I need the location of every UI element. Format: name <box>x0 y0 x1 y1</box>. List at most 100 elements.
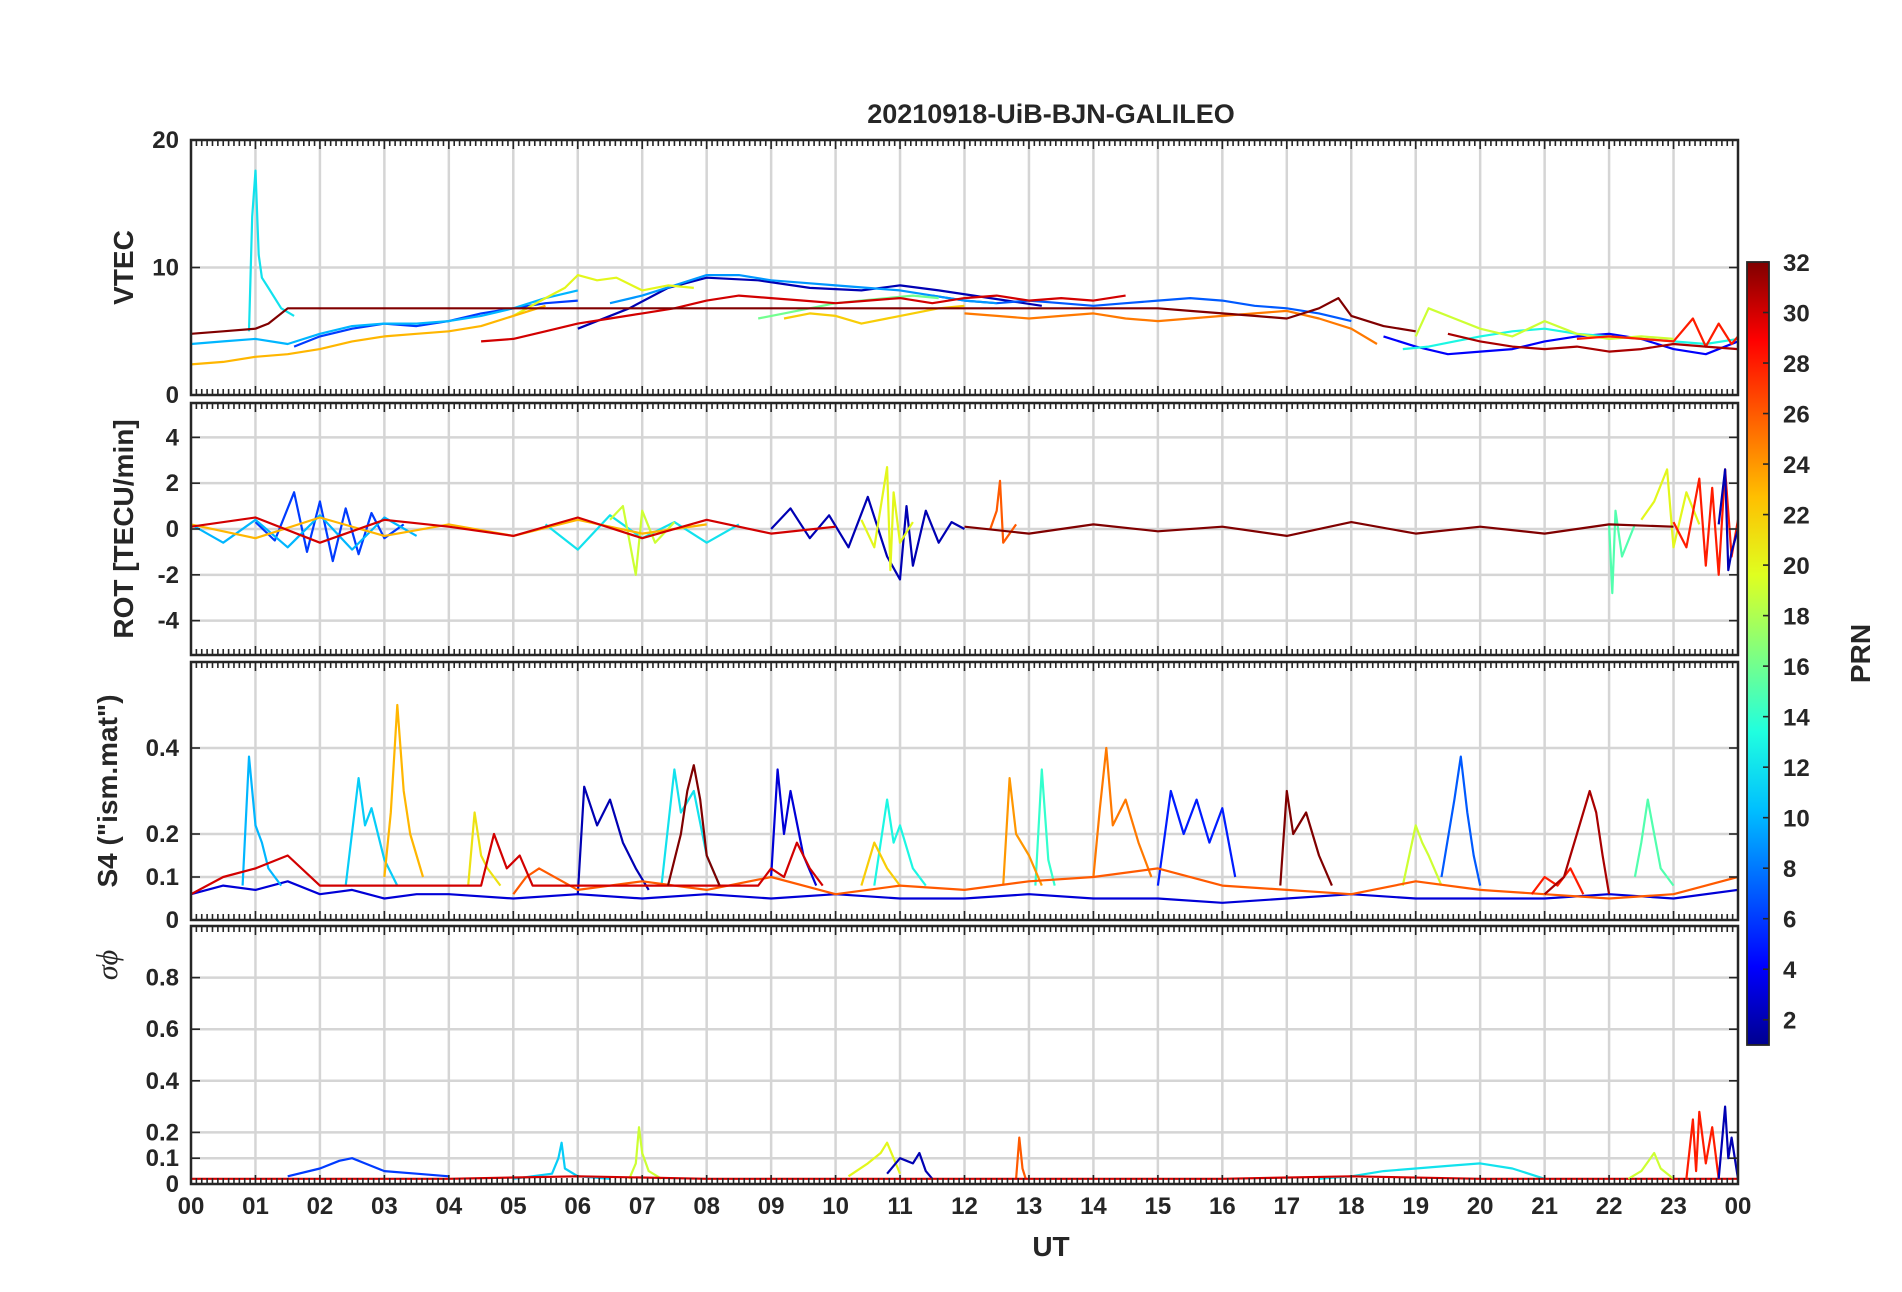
x-tick-label: 06 <box>564 1193 591 1220</box>
y-tick-label: 0.4 <box>146 735 180 762</box>
series-line-prn-23 <box>191 516 707 540</box>
x-tick-label: 15 <box>1145 1193 1172 1220</box>
x-tick-label: 19 <box>1402 1193 1429 1220</box>
y-tick-label: 4 <box>166 424 180 451</box>
series-line-prn-7 <box>932 294 1352 323</box>
panel-rot: -4 -2 0 2 4 ROT [TECU/min] <box>108 401 1740 657</box>
series-line-prn-28 <box>1530 867 1585 895</box>
colorbar-tick-label: 30 <box>1783 301 1810 328</box>
series-line-prn-32 <box>1279 789 1333 887</box>
panel-s4: 0 0.1 0.2 0.4 S4 ("ism.mat") <box>92 660 1740 934</box>
series-line-prn-12 <box>247 169 295 332</box>
series-line-prn-7 <box>1440 755 1482 886</box>
x-tick-label: 18 <box>1338 1193 1365 1220</box>
series-line-prn-32 <box>964 520 1674 538</box>
colorbar-tick-label: 20 <box>1783 553 1810 580</box>
x-tick-label: 01 <box>242 1193 269 1220</box>
series-line-prn-2 <box>1717 1105 1738 1179</box>
x-tick-label: 13 <box>1016 1193 1043 1220</box>
series-line-prn-10 <box>241 755 283 887</box>
x-tick-label: 09 <box>758 1193 785 1220</box>
x-tick-label: 16 <box>1209 1193 1236 1220</box>
x-tick-label: 10 <box>822 1193 849 1220</box>
y-tick-label: 0.2 <box>146 821 179 848</box>
series-line-prn-30 <box>481 294 1126 343</box>
series-line-prn-2 <box>1717 468 1738 572</box>
series-line-prn-19 <box>628 1126 663 1180</box>
panel-vtec: 0 10 20 VTEC <box>108 127 1740 409</box>
series-line-prn-25 <box>964 309 1378 345</box>
series-line-prn-26 <box>1015 1136 1027 1180</box>
x-tick-label: 05 <box>500 1193 527 1220</box>
x-tick-label: 04 <box>435 1193 462 1220</box>
y-tick-label: 0.1 <box>146 864 179 891</box>
x-tick-label: 08 <box>693 1193 720 1220</box>
y-tick-label: 0 <box>166 516 179 543</box>
y-tick-label: 0.4 <box>146 1068 180 1095</box>
x-tick-label: 17 <box>1273 1193 1300 1220</box>
colorbar-label: PRN <box>1845 624 1876 683</box>
colorbar-tick-label: 6 <box>1783 907 1796 934</box>
series-group-rot <box>191 466 1738 595</box>
y-tick-label: 0 <box>166 907 179 934</box>
series-line-prn-6 <box>287 1157 449 1178</box>
y-tick-label: 0 <box>166 1171 179 1198</box>
series-line-prn-20 <box>1640 468 1701 549</box>
series-line-prn-13 <box>1402 327 1738 351</box>
series-line-prn-20 <box>847 1141 902 1178</box>
series-line-prn-15 <box>1608 509 1636 595</box>
series-group-vtec <box>191 169 1738 366</box>
series-line-prn-19 <box>609 505 676 576</box>
series-line-prn-24 <box>1002 776 1043 887</box>
series-line-prn-6 <box>254 491 405 563</box>
y-tick-label: 20 <box>152 127 179 154</box>
y-tick-label: 0.1 <box>146 1145 179 1172</box>
colorbar-fill <box>1746 261 1770 1046</box>
y-tick-label: -2 <box>158 562 179 589</box>
series-line-prn-31 <box>1447 332 1738 353</box>
y-axis-label: ROT [TECU/min] <box>108 419 139 638</box>
series-line-prn-28 <box>1576 317 1738 348</box>
series-line-prn-30 <box>191 516 836 544</box>
series-line-prn-32 <box>666 764 721 887</box>
series-line-prn-25 <box>1092 746 1153 878</box>
colorbar-tick-label: 18 <box>1783 604 1810 631</box>
y-tick-label: 2 <box>166 470 179 497</box>
series-line-prn-28 <box>1672 468 1738 576</box>
x-tick-label: 22 <box>1596 1193 1623 1220</box>
y-tick-label: 0.8 <box>146 965 179 992</box>
x-tick-label: 02 <box>307 1193 334 1220</box>
y-axis-label: S4 ("ism.mat") <box>92 694 123 887</box>
series-line-prn-20 <box>860 466 914 572</box>
colorbar-tick-label: 12 <box>1783 755 1810 782</box>
colorbar-tick-label: 4 <box>1783 957 1797 984</box>
chart-title: 20210918-UiB-BJN-GALILEO <box>867 99 1235 129</box>
x-tick-label: 11 <box>887 1193 912 1220</box>
series-line-prn-22 <box>860 841 901 887</box>
series-line-prn-2 <box>770 495 966 581</box>
x-tick-label: 03 <box>371 1193 398 1220</box>
colorbar-tick-label: 10 <box>1783 806 1810 833</box>
y-tick-label: 0.6 <box>146 1016 179 1043</box>
series-line-prn-5 <box>1156 789 1237 886</box>
x-tick-label: 20 <box>1467 1193 1494 1220</box>
panel-sigma_phi: 00.10.2 0.4 0.6 0.8 σϕ <box>91 924 1740 1198</box>
series-line-prn-30 <box>191 832 824 896</box>
colorbar-tick-label: 24 <box>1783 452 1810 479</box>
colorbar-tick-label: 32 <box>1783 250 1810 277</box>
x-axis-tick-labels: 00 01 02 03 04 05 06 07 08 09 10 11 12 13 14 15 16 17 18 19… <box>178 1193 1752 1220</box>
series-line-prn-23 <box>383 703 425 878</box>
x-tick-label: 00 <box>178 1193 205 1220</box>
series-line-prn-2 <box>576 785 650 895</box>
series-line-prn-19 <box>1401 824 1443 887</box>
series-line-prn-4 <box>1383 332 1738 356</box>
series-line-prn-2 <box>886 1151 934 1180</box>
y-tick-label: 10 <box>152 255 179 282</box>
y-tick-label: 0 <box>166 382 179 409</box>
series-line-prn-28 <box>1685 1110 1720 1179</box>
colorbar-tick-label: 8 <box>1783 856 1796 883</box>
y-axis-label: σϕ <box>91 950 124 980</box>
